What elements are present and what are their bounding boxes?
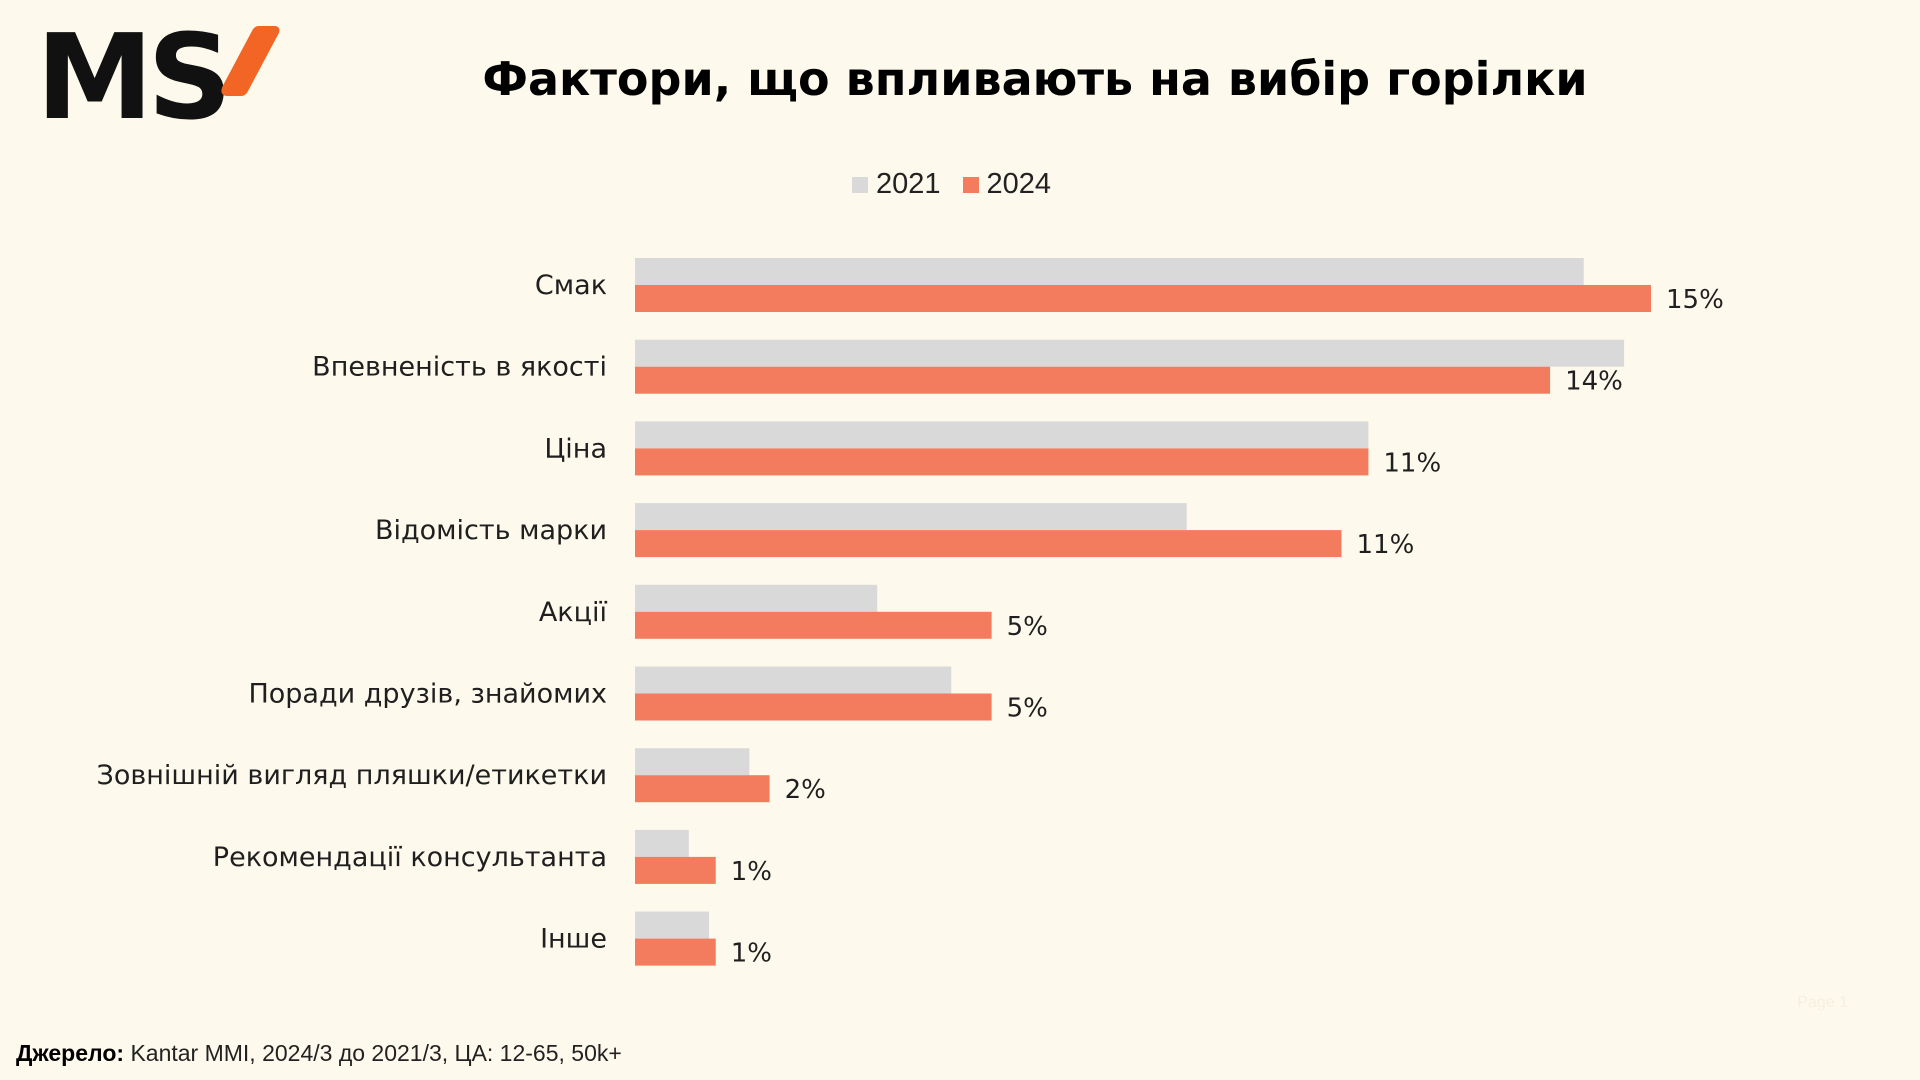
source-note: Джерело: Kantar MMI, 2024/3 до 2021/3, Ц… — [16, 1040, 622, 1067]
legend-swatch-2021 — [852, 176, 868, 193]
logo: MS — [36, 8, 283, 146]
bar-2021 — [635, 666, 952, 694]
source-text: Kantar MMI, 2024/3 до 2021/3, ЦА: 12-65,… — [130, 1040, 622, 1066]
bar-2021 — [635, 748, 750, 776]
bar-2021 — [635, 503, 1187, 531]
chart-title: Фактори, що впливають на вибір горілки — [482, 52, 1588, 106]
category-label: Зовнішній вигляд пляшки/етикетки — [97, 760, 607, 791]
logo-text: MS — [36, 8, 232, 146]
bar-2024 — [635, 611, 992, 639]
data-label-2024: 5% — [1007, 612, 1048, 642]
data-label-2024: 11% — [1383, 448, 1441, 478]
category-label: Рекомендації консультанта — [213, 842, 607, 873]
bar-2024 — [635, 693, 992, 721]
category-label: Смак — [535, 270, 607, 301]
category-label: Акції — [539, 597, 608, 628]
data-label-2024: 2% — [785, 775, 826, 805]
bar-2021 — [635, 339, 1625, 367]
category-label: Ціна — [544, 433, 607, 464]
data-label-2024: 5% — [1007, 694, 1048, 724]
bar-2021 — [635, 829, 689, 857]
bar-2021 — [635, 421, 1369, 449]
legend-label-2021: 2021 — [876, 168, 941, 200]
category-label: Відомість марки — [375, 515, 607, 546]
category-label: Поради друзів, знайомих — [248, 679, 607, 710]
bar-2024 — [635, 530, 1342, 558]
legend-swatch-2024 — [962, 176, 979, 193]
category-label: Впевненість в якості — [312, 352, 607, 383]
bar-2021 — [635, 258, 1584, 285]
category-label: Інше — [540, 924, 607, 955]
bar-2024 — [635, 285, 1651, 312]
data-label-2024: 11% — [1356, 530, 1414, 560]
bar-2024 — [635, 856, 716, 884]
legend-label-2024: 2024 — [986, 168, 1052, 200]
bar-2024 — [635, 366, 1551, 394]
data-label-2024: 15% — [1666, 285, 1724, 315]
data-label-2024: 14% — [1565, 367, 1623, 397]
data-label-2024: 1% — [731, 939, 772, 969]
data-label-2024: 1% — [731, 857, 772, 887]
chart-legend: 2021 2024 — [852, 168, 1051, 201]
legend-item-2024: 2024 — [962, 168, 1052, 201]
legend-item-2021: 2021 — [852, 168, 941, 201]
bar-2024 — [635, 448, 1369, 476]
source-label: Джерело: — [16, 1040, 125, 1066]
bar-2024 — [635, 775, 770, 803]
page-number: Page 1 — [1797, 994, 1848, 1011]
bar-2021 — [635, 584, 878, 612]
bar-2024 — [635, 938, 716, 966]
bar-2021 — [635, 911, 710, 939]
